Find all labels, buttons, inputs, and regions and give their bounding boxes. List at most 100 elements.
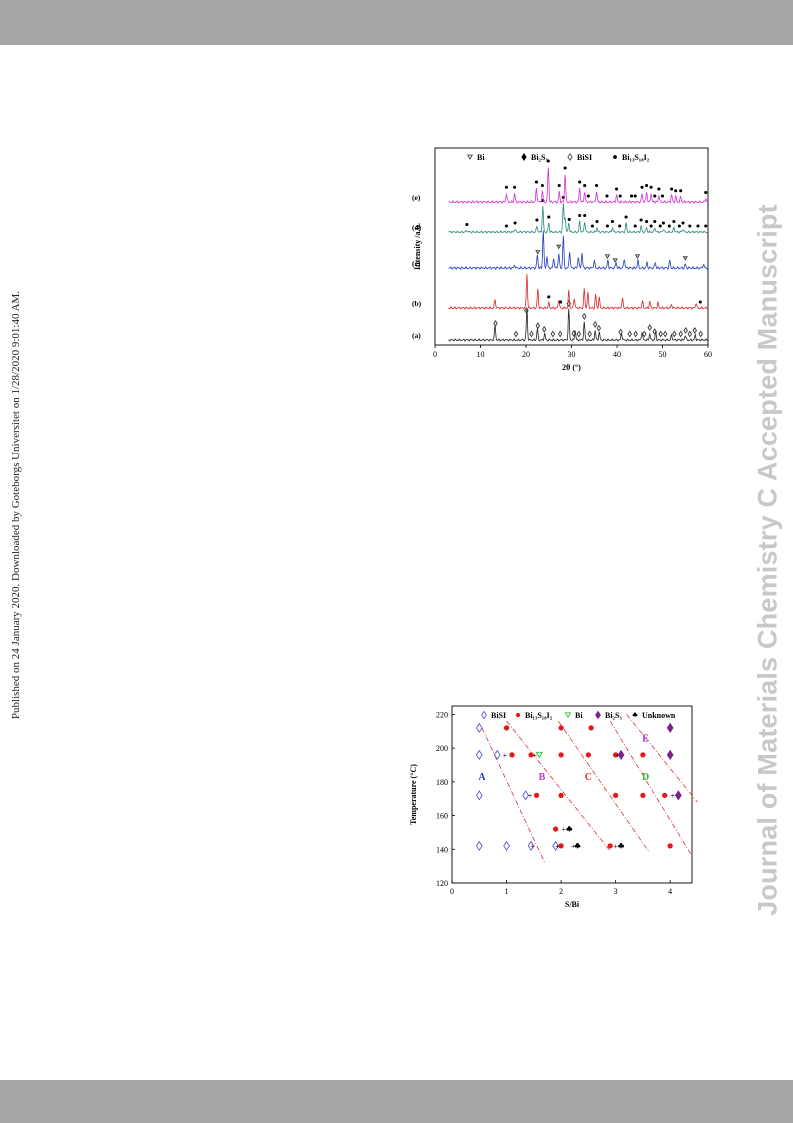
peak-marker [592,320,598,328]
peak-marker [535,322,541,330]
plus-sign: + [562,825,567,834]
x-tick-label: 60 [704,350,712,359]
data-point [566,826,573,832]
peak-marker [698,330,703,338]
peak-marker [672,330,677,338]
region-label: B [539,772,546,783]
data-point [612,792,619,798]
peak-marker [582,312,587,320]
data-point [493,749,501,761]
peak-marker [513,330,519,338]
header-band [0,0,793,45]
peak-marker [604,254,611,259]
peak-marker [653,219,657,224]
peak-marker [583,183,587,188]
y-axis-label: Temperature (°C) [409,764,418,825]
peak-marker [698,300,702,304]
data-point [667,843,673,849]
data-point [558,843,564,849]
peak-marker [586,194,590,198]
x-tick-label: 50 [659,350,667,359]
data-point [585,752,592,758]
peak-marker [660,194,665,198]
peak-marker [618,224,622,228]
plus-sign: + [530,842,535,851]
peak-marker [534,180,539,184]
peak-marker [594,183,599,188]
data-point [558,725,564,731]
peak-marker [541,325,547,333]
peak-marker [642,330,647,338]
peak-marker [630,194,634,198]
plus-sign: + [571,842,576,851]
phase-legend: BiSI Bi₁₃S₁₈I₂ Bi Bi₂S₃ Unknown [481,710,676,720]
x-tick-label: 10 [477,350,485,359]
data-point [475,749,483,761]
peak-marker [513,221,517,225]
legend-label: Bi₁₃S₁₈I₂ [525,711,553,720]
peak-marker [557,183,561,188]
peak-marker [667,224,671,228]
pattern-label: (d) [412,223,422,232]
peak-marker [634,254,641,259]
peak-marker [661,221,665,225]
legend-label: Bi₂S₃ [605,711,622,720]
peak-marker [678,330,683,338]
data-point [662,792,668,798]
phase-boundary [609,720,693,857]
peak-marker [605,194,609,198]
pattern-line [448,307,709,342]
legend-label: Unknown [642,711,676,720]
peak-marker [559,300,563,304]
pattern-label: (a) [412,331,421,340]
data-point [588,725,594,731]
data-point [666,722,674,734]
xrd-pattern: (a) [412,300,709,342]
data-point [527,840,535,852]
data-point [558,792,564,798]
peak-marker [639,218,643,222]
legend-label: Bi [575,711,583,720]
peak-marker [576,330,582,338]
data-point [509,752,515,758]
legend-label: BiSI [491,711,506,720]
data-point [535,751,544,759]
peak-marker [649,224,653,228]
peak-marker [546,159,550,163]
peak-marker [633,224,637,228]
legend-label: Bi₂S₃ [531,153,548,162]
peak-marker [578,180,582,184]
peak-marker [529,330,534,338]
footer-band [0,1080,793,1123]
peak-marker [658,224,662,228]
peak-marker [535,218,539,222]
peak-marker [681,221,685,225]
data-point [612,752,619,758]
peak-marker [633,330,638,338]
peak-marker [645,183,649,188]
region-label: A [478,772,486,783]
plus-sign: + [503,751,508,760]
legend-marker [595,710,601,720]
x-tick-label: 40 [613,350,621,359]
peak-marker [556,244,562,250]
legend-label: Bi₁₃S₁₈I₂ [622,153,650,162]
data-point [640,792,646,798]
x-tick-label: 20 [522,350,530,359]
peak-marker [683,327,688,334]
peak-marker [524,307,529,314]
peak-marker [670,187,674,191]
peak-marker [658,330,663,338]
peak-marker [704,190,708,195]
peak-marker [640,185,644,189]
peak-marker [627,330,632,338]
data-point [574,842,581,849]
x-tick-label: 30 [568,350,576,359]
plus-sign: + [671,791,676,800]
pattern-label: (e) [412,193,421,202]
x-axis-label: 2θ (°) [562,363,581,372]
peak-marker [674,189,678,193]
peak-marker [677,224,681,228]
peak-marker [465,222,469,227]
xrd-pattern: (e) [412,159,709,204]
